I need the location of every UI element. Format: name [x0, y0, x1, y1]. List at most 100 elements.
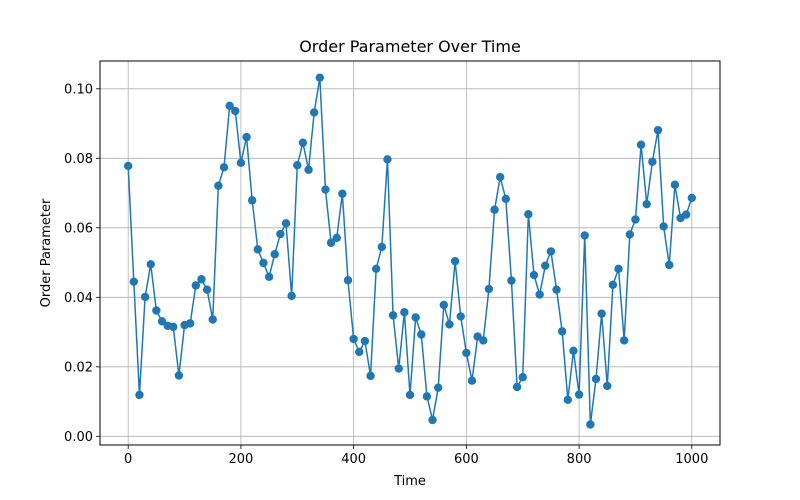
data-point [197, 275, 206, 284]
data-point [659, 222, 668, 231]
data-point [360, 336, 370, 346]
data-point [208, 315, 217, 324]
data-point [552, 285, 561, 294]
y-tick-label: 0.04 [64, 291, 93, 306]
data-point [355, 347, 364, 357]
data-point [417, 330, 426, 339]
data-point [140, 292, 150, 302]
data-point [619, 336, 629, 345]
data-point [174, 371, 184, 380]
data-point [383, 155, 392, 164]
data-point [276, 229, 285, 239]
data-point [501, 194, 511, 204]
data-point [270, 250, 279, 259]
data-point [636, 140, 646, 149]
x-tick-label: 200 [228, 452, 253, 467]
data-point [293, 161, 302, 170]
data-point [541, 261, 550, 270]
data-point [236, 158, 246, 168]
data-point [625, 230, 635, 239]
data-point [405, 390, 415, 400]
data-point [687, 193, 697, 203]
data-point [287, 291, 296, 301]
data-point [484, 284, 494, 294]
data-point [433, 383, 443, 392]
x-axis-label: Time [393, 474, 426, 489]
data-point [563, 395, 573, 405]
data-point [371, 264, 381, 274]
data-point [495, 172, 505, 182]
data-point [253, 245, 263, 254]
data-point [614, 264, 623, 274]
data-point [298, 138, 308, 147]
data-point [247, 196, 257, 205]
data-point [326, 238, 336, 247]
y-tick-label: 0.02 [64, 360, 93, 375]
data-point [231, 106, 240, 116]
data-point [591, 374, 601, 384]
data-point [225, 101, 234, 111]
data-point [450, 256, 460, 266]
y-tick-label: 0.10 [64, 82, 93, 97]
data-point [535, 290, 544, 299]
data-point [681, 210, 691, 219]
data-point [653, 125, 663, 135]
data-point [202, 285, 212, 294]
data-point [422, 392, 432, 401]
x-tick-label: 800 [567, 452, 592, 467]
data-point [574, 390, 584, 399]
data-point [242, 132, 251, 142]
data-point [445, 320, 454, 329]
data-point [512, 382, 522, 392]
data-point [185, 319, 195, 328]
data-point [366, 371, 375, 381]
data-point [586, 420, 595, 429]
data-point [428, 415, 437, 425]
data-point [388, 311, 398, 320]
data-point [123, 161, 133, 171]
data-point [642, 199, 651, 209]
data-point [507, 276, 516, 285]
data-point [264, 272, 274, 281]
y-tick-label: 0.06 [64, 221, 93, 236]
data-point [146, 260, 155, 269]
data-point [597, 309, 606, 318]
data-point [332, 233, 341, 243]
data-point [456, 312, 465, 321]
data-point [157, 317, 167, 326]
data-point [546, 247, 556, 256]
data-point [569, 346, 578, 356]
data-point [400, 308, 409, 317]
data-point [377, 242, 387, 252]
data-point [394, 364, 403, 373]
data-series [123, 73, 697, 429]
data-point [467, 376, 477, 385]
y-tick-label: 0.08 [64, 152, 93, 167]
data-point [603, 381, 612, 391]
data-point [343, 276, 353, 285]
data-point [219, 163, 229, 172]
data-point [214, 181, 223, 190]
data-point [648, 157, 657, 166]
x-tick-label: 400 [341, 452, 366, 467]
data-point [479, 336, 488, 345]
data-point [349, 334, 358, 344]
data-point [281, 219, 291, 228]
data-point [315, 73, 325, 82]
grid [100, 61, 720, 445]
data-point [631, 215, 640, 224]
data-point [304, 165, 313, 174]
y-axis-label: Order Parameter [39, 198, 54, 307]
x-tick-label: 0 [124, 452, 132, 467]
data-point [259, 258, 268, 268]
data-point [129, 277, 139, 286]
y-tick-label: 0.00 [64, 430, 93, 445]
data-point [191, 281, 201, 290]
plot-frame [99, 60, 721, 446]
data-point [152, 306, 161, 315]
data-point [135, 390, 144, 400]
data-point [665, 260, 674, 270]
data-point [608, 280, 618, 289]
